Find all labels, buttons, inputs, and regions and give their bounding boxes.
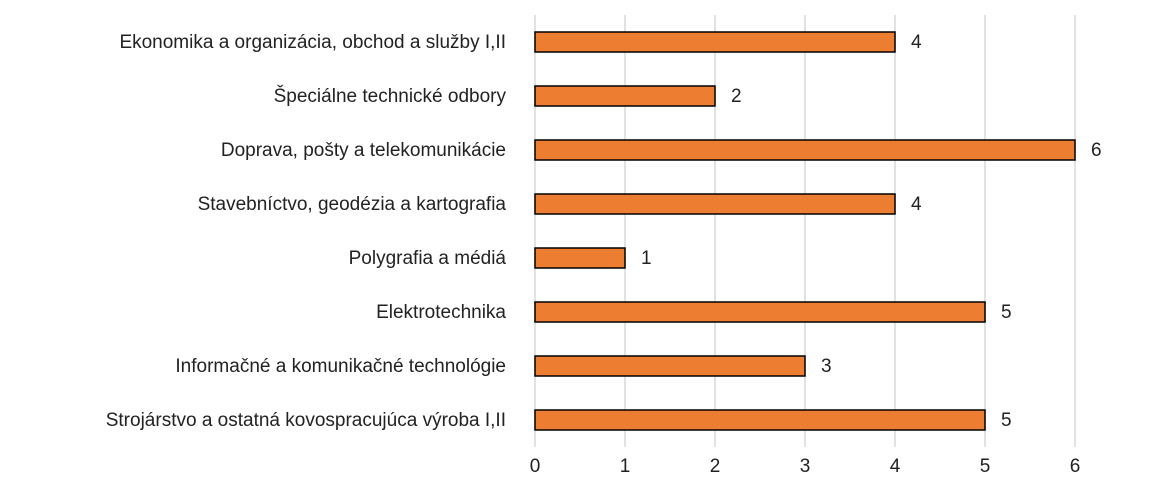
y-tick-label: Informačné a komunikačné technológie — [175, 356, 506, 377]
data-label: 5 — [1001, 302, 1012, 323]
x-tick-label: 3 — [800, 456, 811, 477]
data-label: 1 — [641, 248, 652, 269]
data-label: 4 — [911, 194, 922, 215]
y-tick-label: Stavebníctvo, geodézia a kartografia — [198, 194, 507, 215]
x-tick-label: 0 — [530, 456, 541, 477]
x-tick-label: 2 — [710, 456, 721, 477]
y-tick-label: Špeciálne technické odbory — [274, 85, 507, 107]
data-label: 2 — [731, 86, 742, 107]
x-tick-label: 4 — [890, 456, 901, 477]
data-label: 4 — [911, 32, 922, 53]
y-tick-label: Strojárstvo a ostatná kovospracujúca výr… — [106, 410, 506, 431]
bar — [534, 355, 806, 377]
bar — [534, 247, 626, 269]
bar — [534, 85, 716, 107]
bar — [534, 139, 1076, 161]
bar — [534, 409, 986, 431]
data-label: 6 — [1091, 140, 1102, 161]
y-tick-label: Elektrotechnika — [376, 302, 506, 323]
bar — [534, 193, 896, 215]
x-tick-label: 6 — [1070, 456, 1081, 477]
data-label: 5 — [1001, 410, 1012, 431]
data-label: 3 — [821, 356, 832, 377]
x-tick-label: 5 — [980, 456, 991, 477]
y-tick-label: Polygrafia a médiá — [349, 248, 507, 269]
bar — [534, 31, 896, 53]
bar — [534, 301, 986, 323]
y-tick-label: Ekonomika a organizácia, obchod a služby… — [119, 32, 506, 53]
x-tick-label: 1 — [620, 456, 631, 477]
y-tick-label: Doprava, pošty a telekomunikácie — [221, 140, 506, 161]
